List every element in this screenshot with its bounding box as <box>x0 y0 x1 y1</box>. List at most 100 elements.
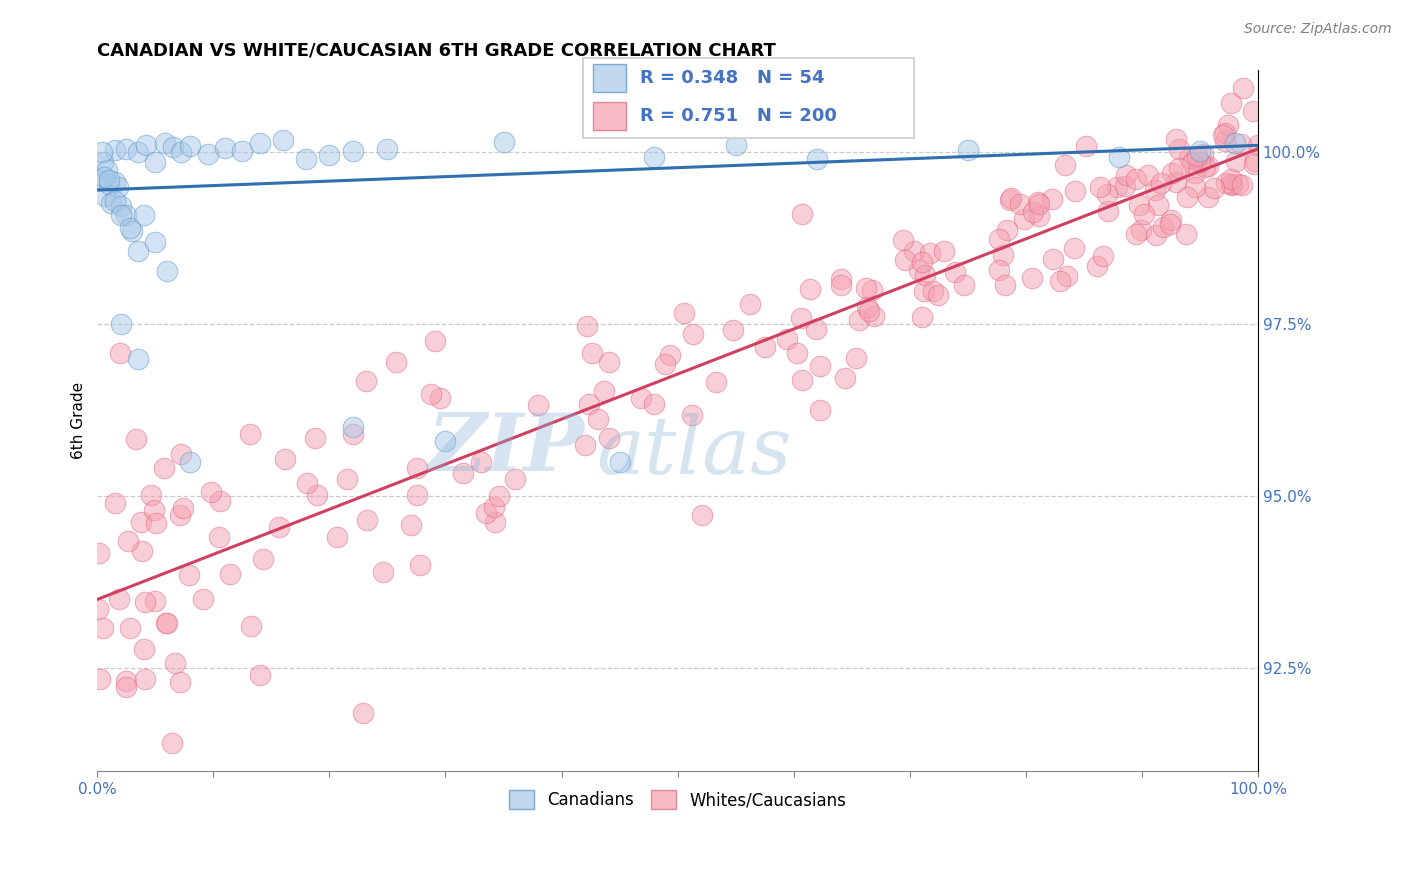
Point <box>170 145 193 159</box>
Text: ZIP: ZIP <box>427 409 585 487</box>
Point <box>155 616 177 631</box>
Point <box>239 427 262 442</box>
Point <box>208 530 231 544</box>
Point <box>492 135 515 149</box>
Point <box>134 641 156 656</box>
Point <box>658 348 681 362</box>
Point <box>786 346 808 360</box>
Point <box>927 288 949 302</box>
Point <box>1220 178 1243 192</box>
Point <box>1227 177 1250 191</box>
Point <box>682 326 704 341</box>
Point <box>104 175 127 189</box>
Point <box>240 618 263 632</box>
Point <box>808 403 831 417</box>
Point <box>249 136 271 150</box>
Point <box>93 170 115 185</box>
Point <box>1243 157 1265 171</box>
Point <box>100 195 122 210</box>
Point <box>170 448 193 462</box>
Point <box>129 515 152 529</box>
Point <box>630 391 652 405</box>
Point <box>574 438 596 452</box>
Point <box>134 673 156 687</box>
Point <box>1008 197 1031 211</box>
Point <box>110 208 132 222</box>
Point <box>845 351 868 365</box>
Point <box>643 150 665 164</box>
Point <box>1194 160 1216 174</box>
Point <box>104 496 127 510</box>
Point <box>163 656 186 670</box>
Point <box>1125 172 1147 186</box>
Point <box>90 173 112 187</box>
FancyBboxPatch shape <box>583 58 914 138</box>
Point <box>1174 227 1197 242</box>
Point <box>1192 146 1215 161</box>
Point <box>356 513 378 527</box>
Point <box>998 193 1021 207</box>
Point <box>169 508 191 522</box>
Point <box>914 268 936 283</box>
Point <box>503 472 526 486</box>
Point <box>943 265 966 279</box>
Point <box>304 431 326 445</box>
Point <box>104 194 127 209</box>
Point <box>115 681 138 695</box>
Point <box>110 198 132 212</box>
Point <box>1230 178 1253 192</box>
Point <box>704 376 727 390</box>
Point <box>598 355 620 369</box>
Point <box>1216 118 1239 132</box>
Point <box>776 332 799 346</box>
Point <box>1012 212 1035 227</box>
Point <box>179 568 201 582</box>
Point <box>1088 180 1111 194</box>
Point <box>724 138 747 153</box>
Point <box>1213 126 1236 140</box>
Point <box>295 152 318 166</box>
Point <box>790 373 813 387</box>
Point <box>208 494 231 508</box>
Point <box>197 146 219 161</box>
Point <box>125 432 148 446</box>
Point <box>911 254 934 268</box>
Point <box>912 284 935 298</box>
Point <box>1160 213 1182 227</box>
Point <box>1197 160 1219 174</box>
Point <box>527 398 550 412</box>
Point <box>1220 171 1243 186</box>
Point <box>1184 166 1206 180</box>
Point <box>110 346 132 360</box>
Point <box>219 566 242 581</box>
Point <box>91 621 114 635</box>
Point <box>1188 145 1211 159</box>
Point <box>988 232 1011 246</box>
Point <box>1167 161 1189 175</box>
Point <box>1063 241 1085 255</box>
Point <box>1166 131 1188 145</box>
Point <box>453 467 475 481</box>
Point <box>127 145 149 159</box>
Point <box>127 244 149 258</box>
Point <box>91 154 114 169</box>
Point <box>96 162 118 177</box>
Point <box>121 224 143 238</box>
Point <box>1056 268 1078 283</box>
Point <box>922 284 945 298</box>
Point <box>200 484 222 499</box>
Point <box>1185 149 1208 163</box>
Point <box>1178 151 1201 165</box>
Point <box>482 500 505 514</box>
Point <box>1168 142 1191 156</box>
Point <box>114 674 136 689</box>
Point <box>1022 205 1045 219</box>
Point <box>1202 181 1225 195</box>
Point <box>1223 136 1246 150</box>
Point <box>429 392 451 406</box>
Point <box>834 371 856 385</box>
Point <box>326 530 349 544</box>
Point <box>953 278 976 293</box>
Point <box>120 621 142 635</box>
Point <box>1026 195 1049 210</box>
